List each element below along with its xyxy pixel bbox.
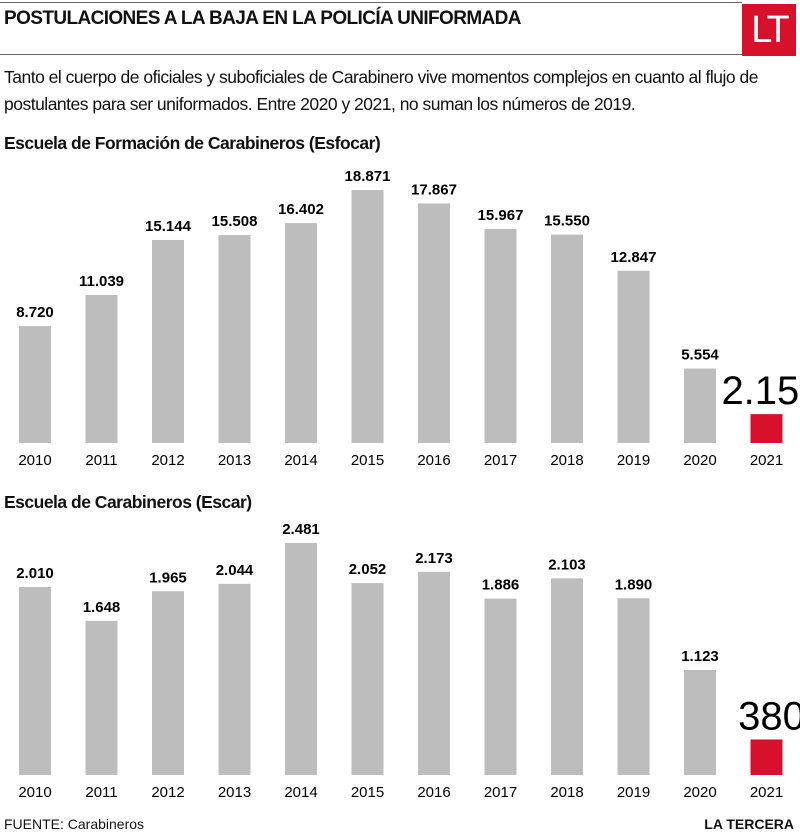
la-tercera-logo: LT [742, 4, 796, 56]
data-label-2011: 1.648 [83, 599, 121, 616]
tick-label-2013: 2013 [218, 784, 251, 801]
bar-2010 [19, 587, 51, 775]
tick-label-2012: 2012 [151, 452, 184, 469]
data-label-2019: 12.847 [611, 249, 657, 266]
bar-2019 [617, 598, 650, 775]
chart-2-title: Escuela de Carabineros (Escar) [4, 492, 252, 512]
tick-label-2016: 2016 [417, 784, 450, 801]
tick-label-2020: 2020 [683, 784, 716, 801]
title-rule [0, 54, 742, 55]
tick-label-2010: 2010 [18, 784, 51, 801]
bar-2019 [617, 270, 650, 443]
bar-2014 [285, 543, 317, 775]
data-label-2020: 1.123 [681, 648, 719, 665]
bar-2011 [85, 620, 118, 775]
data-label-2014: 2.481 [282, 521, 320, 538]
data-label-2016: 2.173 [415, 550, 453, 567]
data-label-2021: 380 [738, 694, 800, 738]
bar-2017 [484, 598, 517, 775]
data-label-2011: 11.039 [79, 273, 124, 290]
bar-2015 [351, 190, 384, 443]
bar-2013 [218, 583, 251, 775]
data-label-2018: 15.550 [544, 213, 590, 230]
data-label-2014: 16.402 [278, 201, 324, 218]
data-label-2021: 2.154 [721, 369, 800, 413]
tick-label-2015: 2015 [351, 784, 384, 801]
tick-label-2013: 2013 [218, 452, 251, 469]
page-title: POSTULACIONES A LA BAJA EN LA POLICÍA UN… [4, 8, 522, 29]
tick-label-2011: 2011 [85, 784, 117, 801]
tick-label-2014: 2014 [284, 784, 317, 801]
data-label-2017: 1.886 [482, 577, 520, 594]
tick-label-2019: 2019 [617, 452, 650, 469]
data-label-2016: 17.867 [411, 181, 457, 198]
data-label-2013: 15.508 [212, 213, 258, 230]
tick-label-2021: 2021 [750, 784, 783, 801]
bar-2021 [750, 739, 783, 775]
tick-label-2016: 2016 [417, 452, 450, 469]
tick-label-2017: 2017 [484, 452, 517, 469]
bar-2016 [418, 203, 450, 443]
chart-esfocar: 8.720 2010 11.039 2011 15.144 2012 15.508 2013 1… [16, 168, 800, 469]
top-rule [0, 2, 742, 3]
tick-label-2017: 2017 [484, 784, 517, 801]
bar-2015 [351, 583, 384, 775]
data-label-2010: 2.010 [16, 565, 54, 582]
tick-label-2018: 2018 [550, 784, 583, 801]
subtitle: Tanto el cuerpo de oficiales y suboficia… [4, 67, 758, 114]
chart-escar: 2.010 2010 1.648 2011 1.965 2012 2.044 2013 2.48… [16, 521, 800, 801]
tick-label-2012: 2012 [151, 784, 184, 801]
bar-2018 [551, 578, 583, 775]
data-label-2012: 15.144 [145, 218, 192, 235]
bar-2013 [218, 235, 251, 443]
tick-label-2020: 2020 [683, 452, 716, 469]
bar-2020 [684, 368, 716, 443]
data-label-2018: 2.103 [548, 556, 586, 573]
tick-label-2019: 2019 [617, 784, 650, 801]
bar-2010 [19, 326, 51, 443]
data-label-2013: 2.044 [216, 562, 254, 579]
tick-label-2015: 2015 [351, 452, 384, 469]
brand-name: LA TERCERA [704, 816, 794, 832]
data-label-2015: 18.871 [345, 168, 391, 185]
chart-1-title: Escuela de Formación de Carabineros (Esf… [4, 133, 381, 153]
bar-2012 [152, 239, 184, 443]
data-label-2015: 2.052 [349, 561, 387, 578]
tick-label-2010: 2010 [18, 452, 51, 469]
bar-2018 [551, 234, 583, 443]
source-note: FUENTE: Carabineros [4, 816, 145, 832]
data-label-2019: 1.890 [615, 576, 653, 593]
tick-label-2021: 2021 [750, 452, 783, 469]
data-label-2010: 8.720 [16, 304, 54, 321]
data-label-2012: 1.965 [149, 569, 187, 586]
tick-label-2018: 2018 [550, 452, 583, 469]
tick-label-2011: 2011 [85, 452, 117, 469]
bar-2021 [750, 414, 783, 443]
bar-2012 [152, 591, 184, 775]
bar-2016 [418, 571, 450, 775]
bar-2014 [285, 223, 317, 443]
data-label-2017: 15.967 [478, 207, 524, 224]
bar-2020 [684, 669, 716, 775]
bar-2017 [484, 228, 517, 443]
data-label-2020: 5.554 [681, 347, 719, 364]
bar-2011 [85, 295, 118, 443]
tick-label-2014: 2014 [284, 452, 317, 469]
